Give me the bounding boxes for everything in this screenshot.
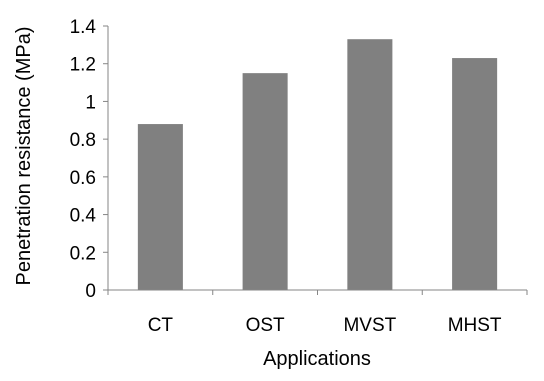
y-tick-label: 0.4 bbox=[70, 206, 97, 227]
y-tick-label: 0.2 bbox=[70, 243, 96, 264]
y-tick-label: 1.2 bbox=[70, 55, 96, 76]
x-tick-label: MVST bbox=[343, 315, 396, 336]
x-tick-label: MHST bbox=[448, 315, 502, 336]
y-tick-label: 0.8 bbox=[70, 130, 96, 151]
y-axis-title: Penetration resistance (MPa) bbox=[13, 26, 35, 285]
axes-layer bbox=[103, 25, 528, 295]
y-tick-label: 1.4 bbox=[70, 17, 97, 38]
y-tick-label: 0 bbox=[85, 281, 96, 302]
bars-layer bbox=[137, 39, 498, 291]
labels-layer: 0 0.2 0.4 0.6 0.8 1 1.2 1.4 CT OST MVST MHST bbox=[70, 17, 502, 336]
bar-ost bbox=[242, 73, 288, 290]
x-tick-label: OST bbox=[246, 315, 285, 336]
x-tick-label: CT bbox=[148, 315, 174, 336]
y-tick-label: 0.6 bbox=[70, 168, 96, 189]
bar-mhst bbox=[452, 58, 498, 291]
bar-mvst bbox=[347, 39, 393, 291]
x-axis-title: Applications bbox=[263, 348, 371, 370]
y-tick-label: 1 bbox=[85, 92, 96, 113]
bar-ct bbox=[137, 124, 183, 290]
